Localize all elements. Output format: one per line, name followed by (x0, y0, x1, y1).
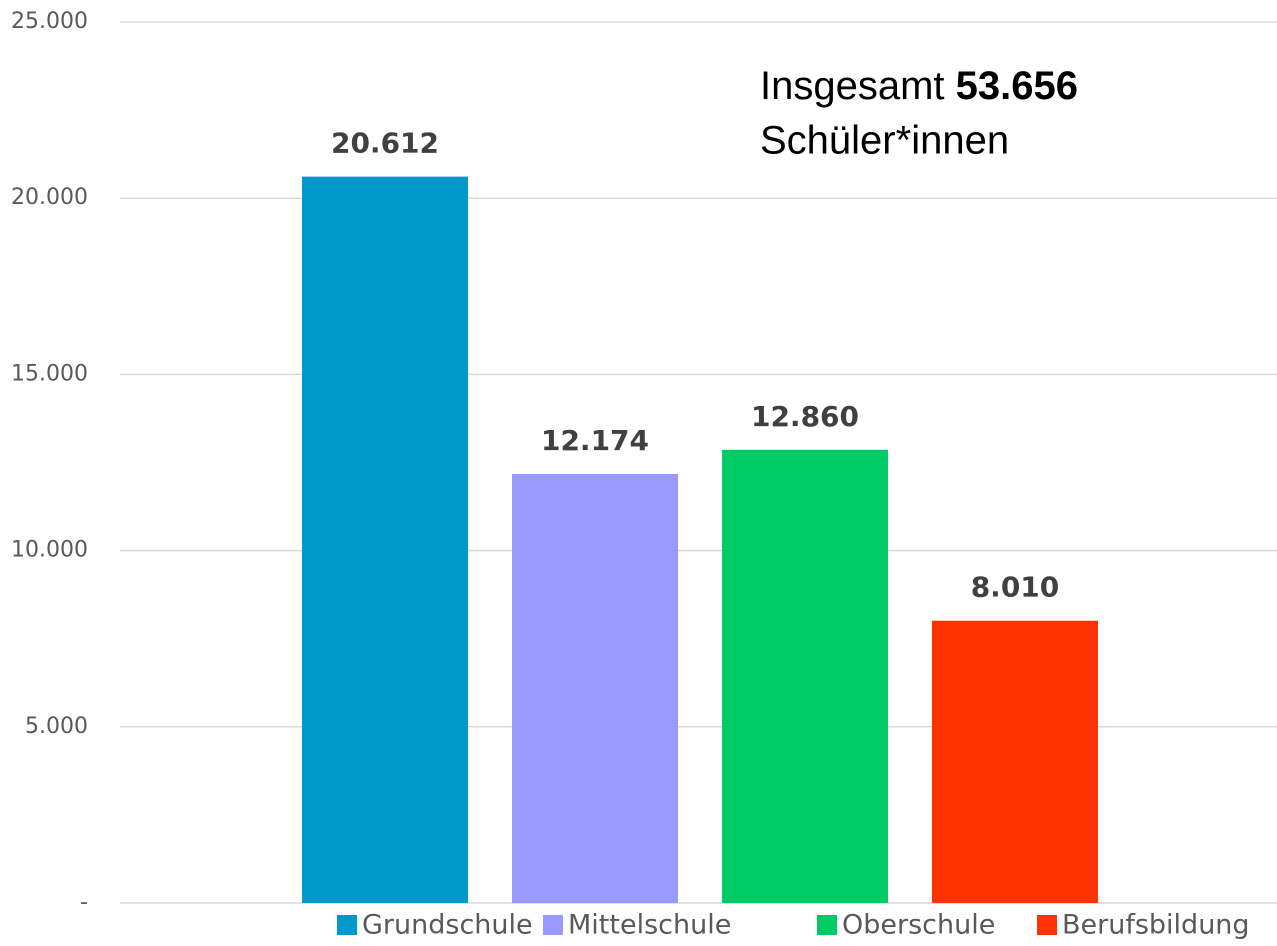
annotation-total: 53.656 (956, 64, 1078, 108)
y-tick-label: 10.000 (11, 538, 88, 563)
value-label: 12.174 (541, 424, 649, 457)
bar (932, 620, 1098, 903)
bar (512, 473, 678, 903)
y-tick-label: 15.000 (11, 361, 88, 386)
value-label: 20.612 (331, 127, 439, 160)
y-tick-label: 20.000 (11, 185, 88, 210)
legend-swatch (817, 915, 837, 935)
y-tick-label: - (80, 890, 88, 915)
legend-label: Mittelschule (568, 910, 731, 941)
legend-label: Oberschule (842, 910, 995, 941)
legend-label: Grundschule (362, 910, 533, 941)
y-tick-label: 25.000 (11, 9, 88, 34)
legend-swatch (337, 915, 357, 935)
legend-label: Berufsbildung (1062, 910, 1250, 941)
y-tick-label: 5.000 (25, 714, 88, 739)
value-label: 8.010 (971, 571, 1060, 604)
legend-swatch (1037, 915, 1057, 935)
value-label: 12.860 (751, 400, 859, 433)
bar (302, 176, 468, 903)
annotation-lead: Insgesamt (760, 64, 945, 108)
annotation-line2: Schüler*innen (760, 119, 1009, 163)
legend-swatch (543, 915, 563, 935)
bar (722, 449, 888, 903)
annotation: Insgesamt 53.656 (760, 64, 1078, 108)
